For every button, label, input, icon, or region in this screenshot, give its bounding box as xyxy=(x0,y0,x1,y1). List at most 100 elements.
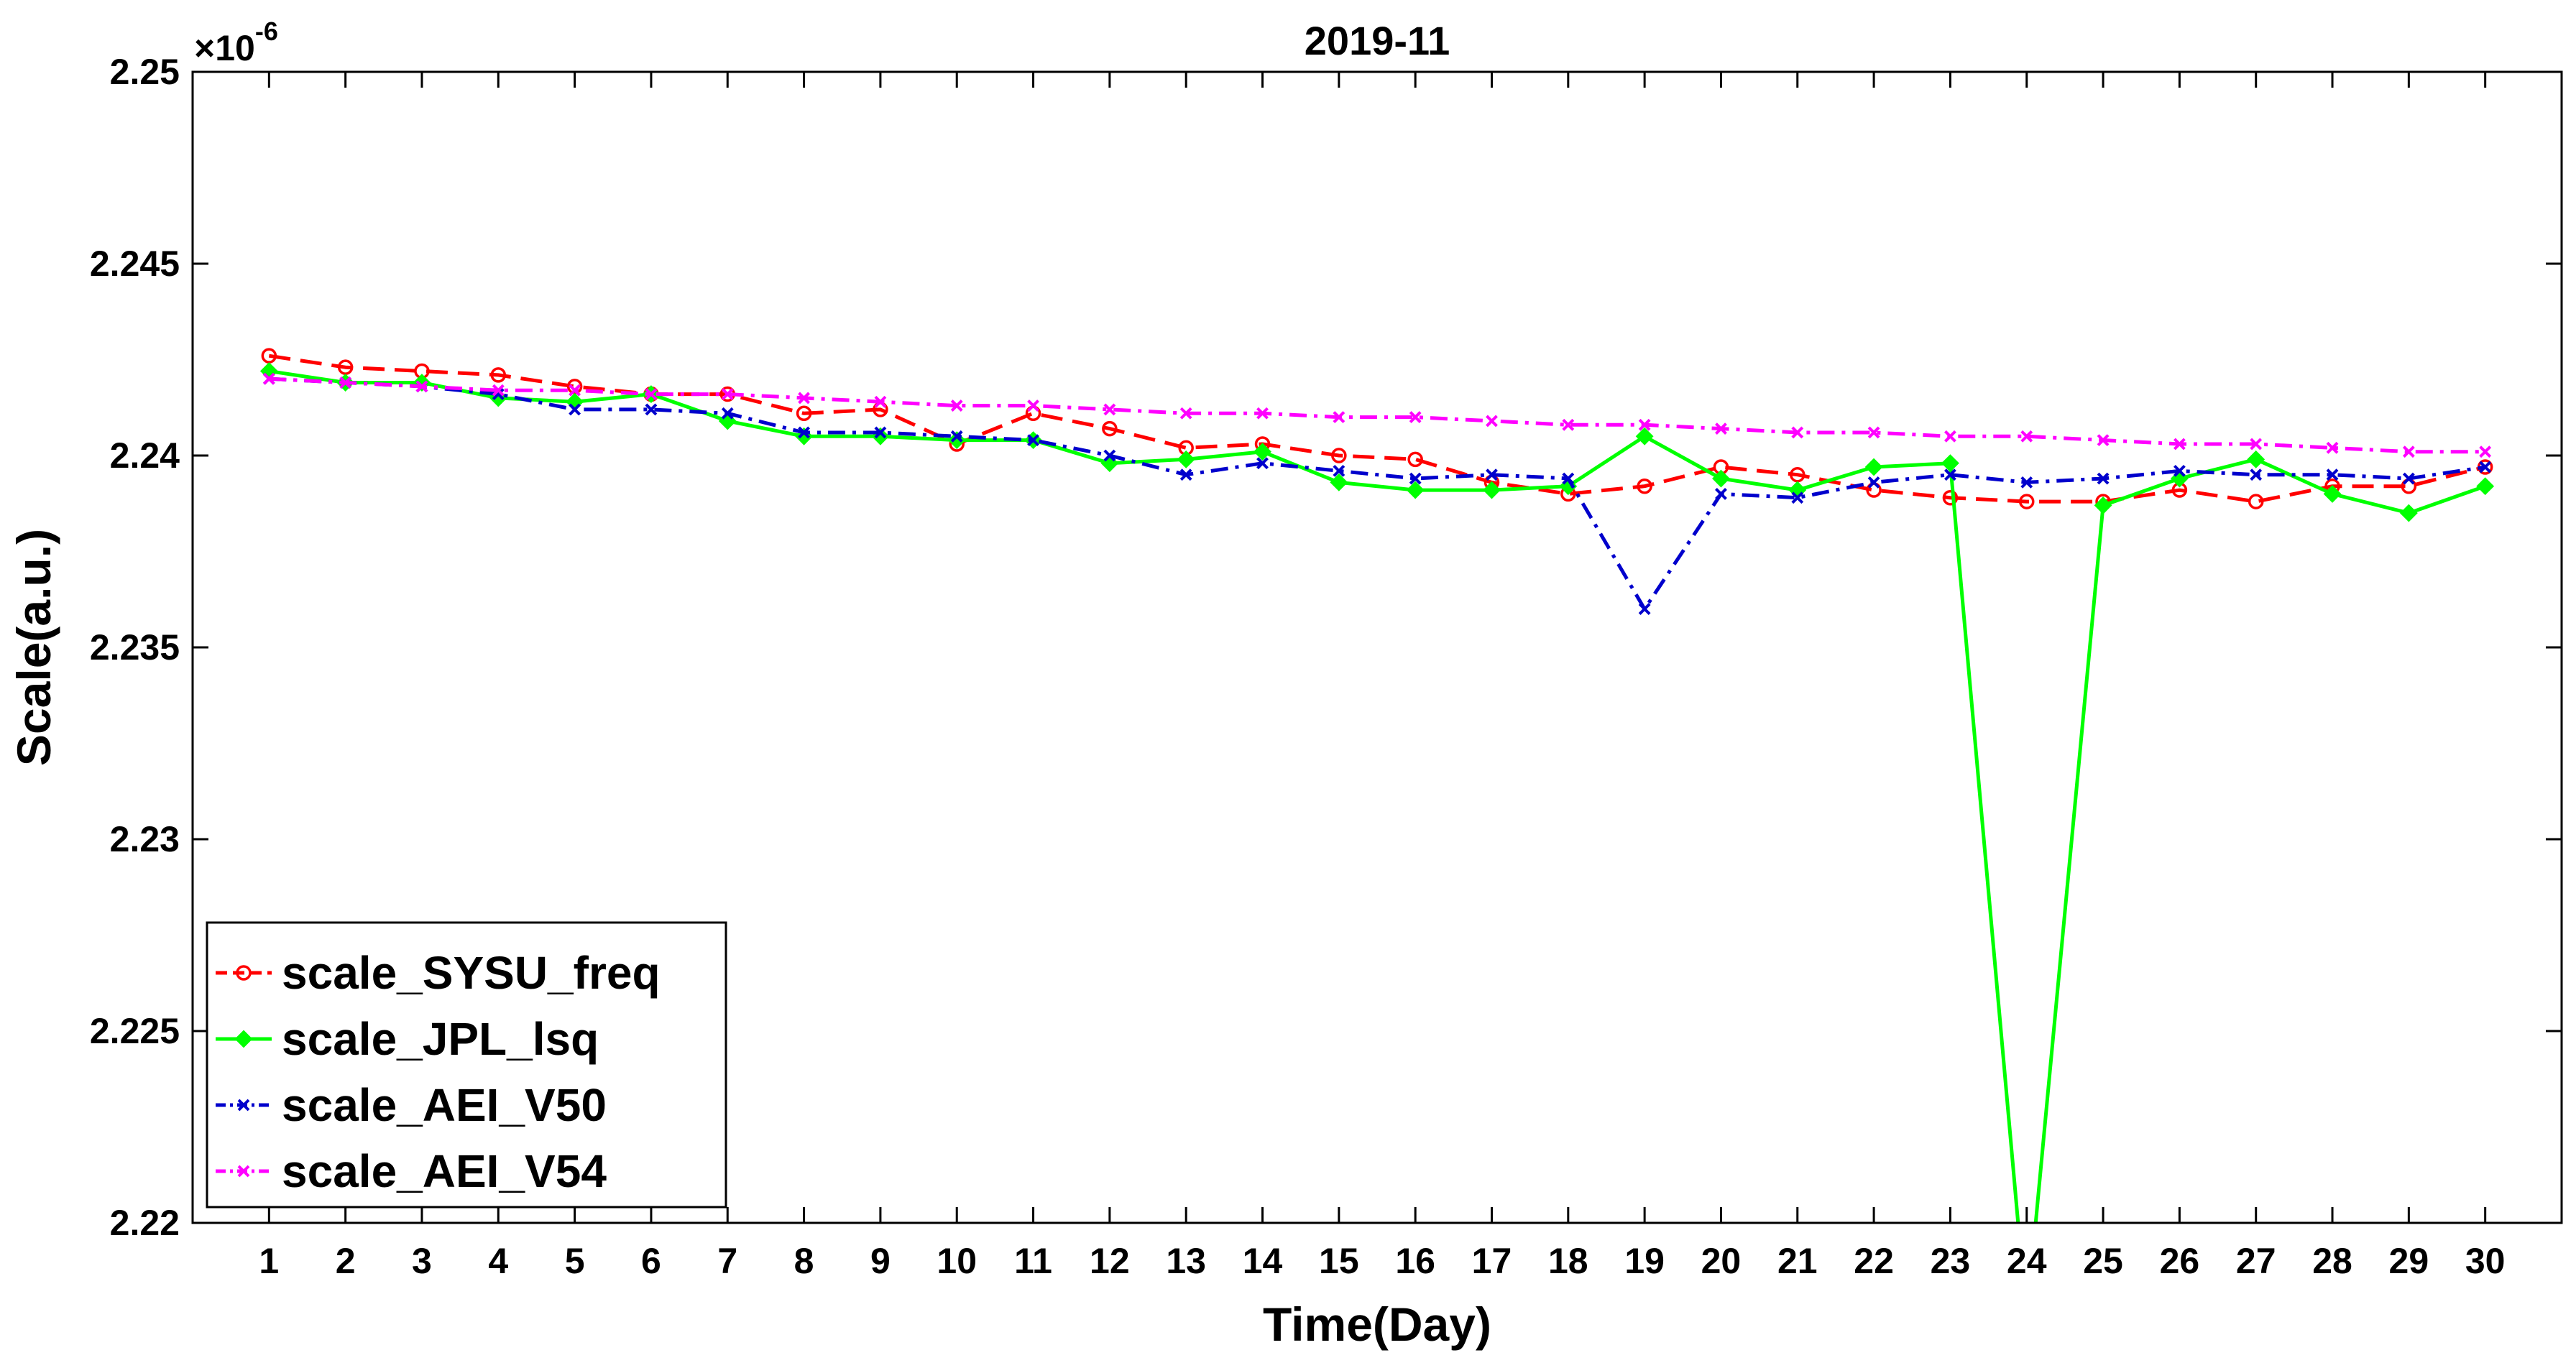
data-point-scale_JPL_lsq-25 xyxy=(2094,496,2112,514)
data-point-scale_AEI_V54-29 xyxy=(2402,445,2415,458)
data-point-scale_AEI_V54-1 xyxy=(262,372,275,385)
y-multiplier-base: ×10 xyxy=(194,28,255,68)
data-point-scale_SYSU_freq-15 xyxy=(1331,448,1347,463)
x-tick-label: 18 xyxy=(1548,1241,1588,1281)
data-point-scale_AEI_V54-21 xyxy=(1791,426,1804,439)
data-point-scale_SYSU_freq-19 xyxy=(1637,478,1652,494)
data-point-scale_AEI_V50-11 xyxy=(1027,434,1039,447)
legend-label-scale_AEI_V54: scale_AEI_V54 xyxy=(282,1145,607,1197)
series-line-scale_SYSU_freq xyxy=(268,354,2486,504)
data-point-scale_AEI_V54-19 xyxy=(1638,418,1651,431)
data-point-scale_AEI_V50-5 xyxy=(569,403,581,416)
data-point-scale_AEI_V54-22 xyxy=(1867,426,1880,439)
data-point-scale_AEI_V54-24 xyxy=(2020,430,2033,443)
data-point-scale_JPL_lsq-17 xyxy=(1483,481,1501,499)
x-tick-label: 7 xyxy=(717,1241,737,1281)
data-point-scale_AEI_V54-2 xyxy=(339,376,352,389)
data-point-scale_JPL_lsq-15 xyxy=(1330,473,1348,491)
data-point-scale_AEI_V50-19 xyxy=(1638,603,1651,616)
data-point-scale_AEI_V50-14 xyxy=(1256,457,1269,470)
y-tick-label: 2.22 xyxy=(110,1203,180,1243)
x-tick-label: 12 xyxy=(1090,1241,1130,1281)
data-point-scale_JPL_lsq-22 xyxy=(1864,458,1883,476)
chart-title: 2019-11 xyxy=(1305,18,1450,63)
data-point-scale_AEI_V54-11 xyxy=(1027,399,1039,412)
data-point-scale_JPL_lsq-30 xyxy=(2476,477,2495,496)
y-tick-label: 2.225 xyxy=(90,1011,180,1051)
x-tick-label: 6 xyxy=(641,1241,661,1281)
data-point-scale_AEI_V54-13 xyxy=(1179,407,1192,420)
data-point-scale_AEI_V54-12 xyxy=(1103,403,1116,416)
data-point-scale_JPL_lsq-13 xyxy=(1177,450,1195,468)
x-tick-label: 10 xyxy=(937,1241,977,1281)
x-tick-label: 25 xyxy=(2083,1241,2123,1281)
x-tick-labels: 1 2 3 4 5 6 7 8 9 10 11 12 13 14 15 16 17 18 19 20 21 22 23 24 2… xyxy=(259,1241,2505,1281)
x-tick-label: 13 xyxy=(1166,1241,1206,1281)
data-point-scale_AEI_V50-18 xyxy=(1562,472,1575,485)
x-tick-label: 9 xyxy=(870,1241,891,1281)
data-point-scale_JPL_lsq-14 xyxy=(1254,443,1271,461)
x-tick-label: 26 xyxy=(2160,1241,2200,1281)
data-point-scale_AEI_V50-6 xyxy=(645,403,658,416)
legend-label-scale_SYSU_freq: scale_SYSU_freq xyxy=(282,947,661,999)
x-tick-label: 17 xyxy=(1472,1241,1512,1281)
data-point-scale_JPL_lsq-5 xyxy=(566,392,584,411)
data-point-scale_AEI_V50-25 xyxy=(2097,472,2110,485)
data-point-scale_SYSU_freq-27 xyxy=(2248,494,2264,509)
legend: scale_SYSU_freq scale_JPL_lsq scale_AEI_V5… xyxy=(206,921,727,1209)
series-layer xyxy=(259,348,2495,1223)
x-tick-label: 5 xyxy=(565,1241,585,1281)
x-axis-title: Time(Day) xyxy=(1263,1298,1491,1351)
x-tick-label: 22 xyxy=(1854,1241,1894,1281)
x-tick-label: 19 xyxy=(1624,1241,1665,1281)
data-point-scale_AEI_V54-30 xyxy=(2479,445,2492,458)
data-point-scale_JPL_lsq-20 xyxy=(1712,469,1730,488)
data-point-scale_JPL_lsq-27 xyxy=(2247,450,2266,468)
x-tick-label: 20 xyxy=(1701,1241,1742,1281)
series-line-scale_AEI_V54 xyxy=(269,376,2485,454)
legend-marker-scale_SYSU_freq xyxy=(236,965,252,981)
data-point-scale_AEI_V50-23 xyxy=(1944,468,1956,481)
data-point-scale_AEI_V50-16 xyxy=(1409,472,1422,485)
data-point-scale_AEI_V54-7 xyxy=(721,388,734,400)
data-point-scale_AEI_V54-26 xyxy=(2173,438,2186,451)
data-point-scale_AEI_V54-23 xyxy=(1944,430,1956,443)
series-line-scale_JPL_lsq xyxy=(268,369,2486,1223)
data-point-scale_AEI_V50-21 xyxy=(1791,491,1804,504)
legend-box xyxy=(206,921,727,1209)
x-tick-label: 14 xyxy=(1243,1241,1283,1281)
data-point-scale_SYSU_freq-8 xyxy=(796,405,812,422)
data-point-scale_AEI_V50-7 xyxy=(721,407,734,420)
x-tick-label: 27 xyxy=(2236,1241,2276,1281)
data-point-scale_SYSU_freq-4 xyxy=(490,367,507,383)
data-point-scale_AEI_V54-18 xyxy=(1562,418,1575,431)
data-point-scale_SYSU_freq-12 xyxy=(1102,420,1118,437)
data-point-scale_AEI_V50-26 xyxy=(2173,464,2186,477)
legend-item-scale_JPL_lsq: scale_JPL_lsq xyxy=(216,1013,599,1065)
data-point-scale_AEI_V50-27 xyxy=(2250,468,2263,481)
series-scale_AEI_V50 xyxy=(262,372,2492,616)
y-tick-label: 2.23 xyxy=(110,819,180,859)
x-tick-label: 21 xyxy=(1777,1241,1818,1281)
data-point-scale_AEI_V54-4 xyxy=(492,384,505,397)
y-tick-label: 2.245 xyxy=(90,244,180,284)
data-point-scale_JPL_lsq-1 xyxy=(259,362,278,380)
x-tick-label: 1 xyxy=(259,1241,279,1281)
x-tick-label: 3 xyxy=(412,1241,432,1281)
data-point-scale_AEI_V50-17 xyxy=(1486,468,1498,481)
series-scale_AEI_V54 xyxy=(262,372,2492,458)
data-point-scale_AEI_V50-15 xyxy=(1333,464,1346,477)
legend-marker-scale_JPL_lsq xyxy=(234,1030,253,1048)
y-tick-label: 2.25 xyxy=(110,52,180,92)
data-point-scale_AEI_V50-29 xyxy=(2402,472,2415,485)
data-point-scale_AEI_V54-9 xyxy=(874,395,887,408)
data-point-scale_AEI_V50-9 xyxy=(874,426,887,439)
y-tick-label: 2.235 xyxy=(90,627,180,667)
x-tick-label: 2 xyxy=(336,1241,356,1281)
legend-marker-scale_AEI_V50 xyxy=(237,1099,250,1112)
data-point-scale_JPL_lsq-23 xyxy=(1941,454,1959,473)
plot-frame xyxy=(191,70,2563,1224)
y-tick-label: 2.24 xyxy=(110,435,180,476)
data-point-scale_AEI_V50-10 xyxy=(950,430,963,443)
